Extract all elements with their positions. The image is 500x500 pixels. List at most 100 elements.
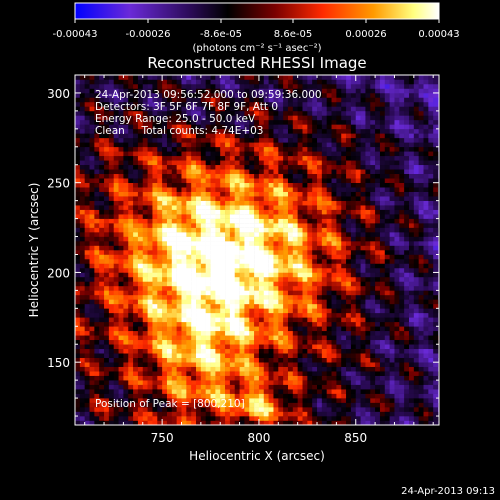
- heatmap-cell: [225, 339, 231, 345]
- heatmap-cell: [210, 83, 216, 89]
- heatmap-cell: [283, 110, 289, 116]
- heatmap-cell: [321, 254, 328, 260]
- heatmap-cell: [370, 254, 376, 260]
- heatmap-cell: [375, 416, 381, 421]
- heatmap-cell: [225, 75, 231, 80]
- heatmap-cell: [234, 366, 240, 372]
- heatmap-cell: [152, 205, 158, 210]
- heatmap-cell: [297, 187, 303, 192]
- heatmap-cell: [79, 178, 85, 183]
- heatmap-cell: [297, 393, 303, 399]
- heatmap-cell: [302, 393, 308, 399]
- heatmap-cell: [94, 285, 100, 291]
- heatmap-cell: [99, 200, 105, 206]
- heatmap-cell: [84, 97, 90, 103]
- heatmap-cell: [370, 75, 376, 80]
- heatmap-cell: [133, 155, 139, 161]
- heatmap-cell: [331, 303, 337, 309]
- heatmap-cell: [123, 110, 129, 116]
- heatmap-cell: [79, 258, 85, 264]
- heatmap-cell: [166, 294, 173, 300]
- heatmap-cell: [360, 285, 366, 291]
- heatmap-cell: [196, 196, 202, 201]
- heatmap-cell: [133, 79, 139, 85]
- heatmap-cell: [142, 411, 148, 417]
- heatmap-cell: [118, 223, 124, 228]
- heatmap-cell: [205, 137, 211, 143]
- heatmap-cell: [346, 290, 352, 296]
- heatmap-cell: [196, 344, 202, 350]
- heatmap-cell: [113, 330, 119, 336]
- heatmap-cell: [254, 173, 260, 179]
- heatmap-cell: [297, 223, 303, 228]
- heatmap-cell: [205, 110, 211, 116]
- heatmap-cell: [244, 276, 250, 282]
- heatmap-cell: [79, 137, 85, 143]
- heatmap-cell: [283, 299, 289, 305]
- heatmap-cell: [113, 110, 119, 116]
- heatmap-cell: [147, 101, 153, 107]
- heatmap-cell: [346, 155, 352, 161]
- heatmap-cell: [346, 357, 352, 363]
- heatmap-cell: [249, 326, 255, 332]
- heatmap-cell: [113, 227, 119, 233]
- heatmap-cell: [307, 155, 313, 161]
- heatmap-cell: [317, 321, 323, 327]
- heatmap-cell: [104, 281, 110, 287]
- heatmap-cell: [215, 191, 221, 197]
- heatmap-cell: [346, 353, 352, 358]
- heatmap-cell: [113, 411, 119, 417]
- heatmap-cell: [104, 335, 110, 341]
- heatmap-cell: [133, 205, 139, 210]
- heatmap-cell: [346, 330, 352, 336]
- heatmap-cell: [94, 258, 100, 264]
- heatmap-cell: [360, 402, 366, 408]
- heatmap-cell: [297, 164, 303, 170]
- heatmap-cell: [166, 272, 173, 278]
- heatmap-cell: [292, 160, 298, 166]
- heatmap-cell: [234, 308, 240, 314]
- heatmap-cell: [220, 299, 226, 305]
- heatmap-cell: [75, 128, 81, 134]
- heatmap-cell: [84, 303, 90, 309]
- heatmap-cell: [196, 245, 202, 251]
- heatmap-cell: [123, 115, 129, 121]
- heatmap-cell: [254, 371, 260, 376]
- heatmap-cell: [346, 348, 352, 354]
- heatmap-cell: [365, 312, 371, 318]
- heatmap-cell: [220, 155, 226, 161]
- heatmap-cell: [157, 200, 163, 206]
- heatmap-cell: [137, 146, 144, 152]
- heatmap-cell: [350, 299, 357, 305]
- heatmap-cell: [75, 110, 81, 116]
- heatmap-cell: [166, 146, 173, 152]
- heatmap-cell: [113, 362, 119, 367]
- heatmap-cell: [181, 371, 187, 376]
- heatmap-cell: [326, 119, 332, 125]
- heatmap-cell: [278, 101, 284, 107]
- heatmap-cell: [350, 290, 357, 296]
- heatmap-cell: [375, 128, 381, 134]
- heatmap-cell: [123, 353, 129, 358]
- heatmap-cell: [196, 317, 202, 323]
- heatmap-cell: [283, 294, 289, 300]
- heatmap-cell: [350, 200, 357, 206]
- heatmap-cell: [205, 128, 211, 134]
- heatmap-cell: [379, 151, 386, 157]
- heatmap-cell: [166, 106, 173, 112]
- heatmap-cell: [104, 92, 110, 98]
- heatmap-cell: [307, 411, 313, 417]
- heatmap-cell: [239, 196, 245, 201]
- heatmap-cell: [210, 133, 216, 139]
- heatmap-cell: [186, 371, 192, 376]
- heatmap-cell: [297, 290, 303, 296]
- heatmap-cell: [89, 344, 95, 350]
- heatmap-cell: [307, 124, 313, 130]
- heatmap-cell: [171, 267, 177, 273]
- heatmap-cell: [181, 173, 187, 179]
- heatmap-cell: [268, 348, 274, 354]
- heatmap-cell: [108, 79, 115, 85]
- heatmap-cell: [181, 209, 187, 215]
- heatmap-cell: [108, 258, 115, 264]
- heatmap-cell: [137, 321, 144, 327]
